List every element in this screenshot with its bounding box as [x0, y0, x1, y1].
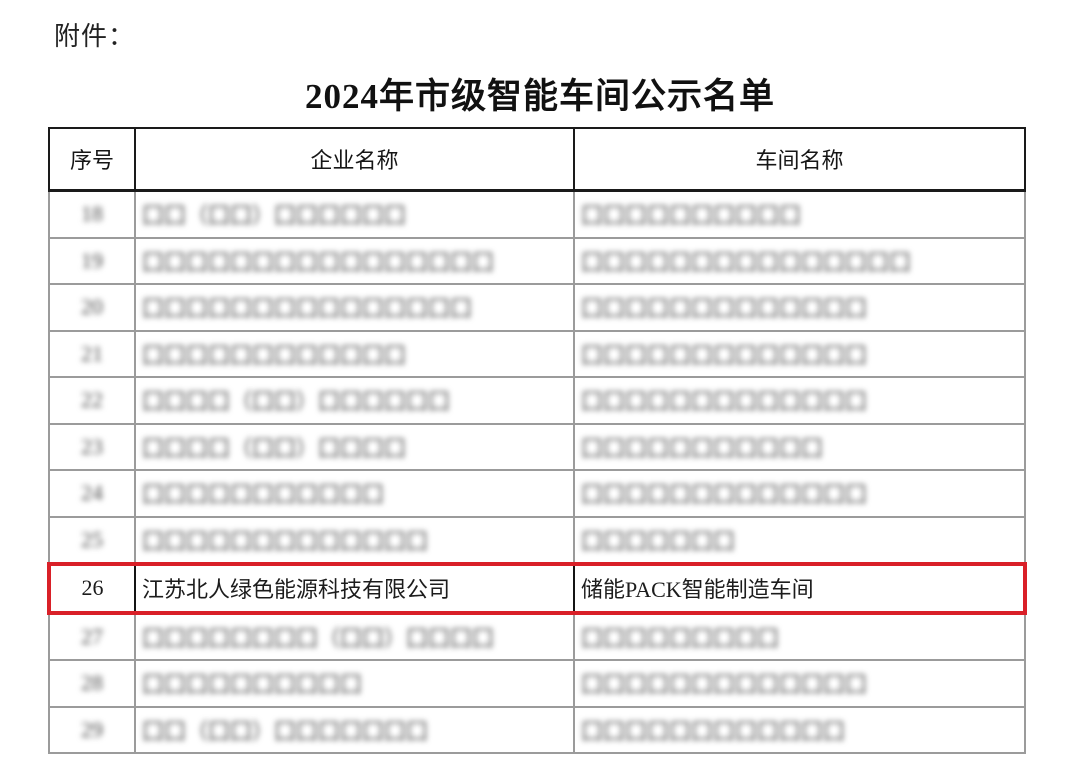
- workshop-name: 囗囗囗囗囗囗囗囗囗囗囗囗囗: [581, 482, 868, 508]
- company-name: 囗囗囗囗囗囗囗囗（囗囗）囗囗囗囗: [142, 625, 495, 651]
- row-number-cell: 22: [48, 376, 136, 425]
- row-number: 25: [81, 526, 103, 552]
- row-number: 21: [81, 340, 103, 366]
- table-row: 19 囗囗囗囗囗囗囗囗囗囗囗囗囗囗囗囗 囗囗囗囗囗囗囗囗囗囗囗囗囗囗囗: [48, 236, 1026, 285]
- row-number-cell: 27: [48, 611, 136, 661]
- company-cell: 江苏北人绿色能源科技有限公司: [134, 562, 575, 615]
- table-row: 29 囗囗（囗囗）囗囗囗囗囗囗囗 囗囗囗囗囗囗囗囗囗囗囗囗: [48, 705, 1026, 754]
- company-name: 囗囗（囗囗）囗囗囗囗囗囗囗: [142, 718, 429, 744]
- row-number-cell: 26: [47, 562, 136, 615]
- row-number: 29: [81, 716, 103, 742]
- row-number-cell: 20: [48, 283, 136, 332]
- header-workshop: 车间名称: [573, 127, 1026, 192]
- row-number: 20: [81, 294, 103, 320]
- header-workshop-label: 车间名称: [755, 148, 844, 173]
- company-name: 囗囗囗囗囗囗囗囗囗囗囗囗: [142, 342, 407, 368]
- row-number: 23: [81, 433, 103, 459]
- page-title: 2024年市级智能车间公示名单: [304, 77, 775, 116]
- company-name: 囗囗囗囗（囗囗）囗囗囗囗囗囗: [142, 389, 451, 415]
- table-row: 18 囗囗（囗囗）囗囗囗囗囗囗 囗囗囗囗囗囗囗囗囗囗: [48, 189, 1026, 239]
- row-number-cell: 19: [48, 236, 136, 285]
- company-name: 囗囗囗囗（囗囗）囗囗囗囗: [142, 435, 407, 461]
- workshop-name: 囗囗囗囗囗囗囗囗囗囗: [581, 203, 802, 229]
- workshop-cell: 囗囗囗囗囗囗囗: [573, 515, 1026, 565]
- workshop-cell: 囗囗囗囗囗囗囗囗囗囗囗囗囗: [573, 376, 1026, 425]
- workshop-cell: 囗囗囗囗囗囗囗囗囗囗囗: [573, 422, 1026, 471]
- table-row: 24 囗囗囗囗囗囗囗囗囗囗囗 囗囗囗囗囗囗囗囗囗囗囗囗囗: [48, 469, 1026, 518]
- company-name: 江苏北人绿色能源科技有限公司: [142, 577, 451, 603]
- workshop-cell: 囗囗囗囗囗囗囗囗囗囗: [573, 189, 1026, 239]
- company-cell: 囗囗囗囗囗囗囗囗囗囗囗囗囗囗囗囗: [134, 236, 575, 285]
- company-name: 囗囗囗囗囗囗囗囗囗囗囗囗囗囗囗囗: [142, 249, 495, 275]
- row-number-cell: 28: [48, 659, 136, 708]
- company-name: 囗囗（囗囗）囗囗囗囗囗囗: [142, 203, 407, 229]
- attachment-label: 附件：: [54, 22, 136, 51]
- row-number-cell: 23: [48, 422, 136, 471]
- company-cell: 囗囗囗囗囗囗囗囗囗囗囗囗囗囗囗: [134, 283, 575, 332]
- workshop-list-table: 序号 企业名称 车间名称 18 囗囗（囗囗）囗囗囗囗囗囗 囗囗囗囗囗囗囗囗囗囗 …: [47, 127, 1027, 754]
- company-cell: 囗囗（囗囗）囗囗囗囗囗囗: [134, 189, 575, 239]
- workshop-cell: 囗囗囗囗囗囗囗囗囗囗囗囗囗: [573, 469, 1026, 518]
- company-cell: 囗囗囗囗（囗囗）囗囗囗囗: [134, 422, 575, 471]
- row-number: 27: [81, 623, 103, 649]
- workshop-name: 囗囗囗囗囗囗囗囗囗囗囗: [581, 435, 824, 461]
- company-cell: 囗囗（囗囗）囗囗囗囗囗囗囗: [134, 705, 575, 754]
- workshop-name: 囗囗囗囗囗囗囗囗囗囗囗囗囗: [581, 672, 868, 698]
- table-row: 28 囗囗囗囗囗囗囗囗囗囗 囗囗囗囗囗囗囗囗囗囗囗囗囗: [48, 659, 1026, 708]
- workshop-cell: 囗囗囗囗囗囗囗囗囗囗囗囗囗: [573, 329, 1026, 378]
- workshop-name: 囗囗囗囗囗囗囗囗囗: [581, 625, 780, 651]
- row-number: 22: [81, 387, 103, 413]
- table-header-row: 序号 企业名称 车间名称: [48, 127, 1026, 192]
- company-name: 囗囗囗囗囗囗囗囗囗囗囗囗囗: [142, 528, 429, 554]
- header-no-label: 序号: [69, 148, 114, 173]
- workshop-name: 储能PACK智能制造车间: [581, 577, 814, 603]
- workshop-name: 囗囗囗囗囗囗囗囗囗囗囗囗囗: [581, 389, 868, 415]
- row-number: 24: [81, 480, 103, 506]
- table-row: 20 囗囗囗囗囗囗囗囗囗囗囗囗囗囗囗 囗囗囗囗囗囗囗囗囗囗囗囗囗: [48, 283, 1026, 332]
- row-number: 18: [81, 201, 103, 227]
- company-name: 囗囗囗囗囗囗囗囗囗囗囗囗囗囗囗: [142, 296, 473, 322]
- table-row: 23 囗囗囗囗（囗囗）囗囗囗囗 囗囗囗囗囗囗囗囗囗囗囗: [48, 422, 1026, 471]
- row-number: 19: [81, 247, 103, 273]
- highlighted-table-row: 26 江苏北人绿色能源科技有限公司 储能PACK智能制造车间: [47, 562, 1027, 615]
- row-number-cell: 21: [48, 329, 136, 378]
- workshop-cell: 囗囗囗囗囗囗囗囗囗: [573, 611, 1026, 661]
- workshop-cell: 储能PACK智能制造车间: [573, 562, 1027, 615]
- header-no: 序号: [48, 127, 136, 192]
- workshop-name: 囗囗囗囗囗囗囗囗囗囗囗囗囗: [581, 296, 868, 322]
- header-company: 企业名称: [134, 127, 575, 192]
- workshop-name: 囗囗囗囗囗囗囗囗囗囗囗囗囗囗囗: [581, 249, 912, 275]
- workshop-name: 囗囗囗囗囗囗囗囗囗囗囗囗囗: [581, 342, 868, 368]
- row-number: 28: [81, 670, 103, 696]
- row-number: 26: [81, 575, 104, 601]
- workshop-name: 囗囗囗囗囗囗囗: [581, 528, 736, 554]
- workshop-cell: 囗囗囗囗囗囗囗囗囗囗囗囗囗: [573, 283, 1026, 332]
- workshop-cell: 囗囗囗囗囗囗囗囗囗囗囗囗囗: [573, 659, 1026, 708]
- header-company-label: 企业名称: [310, 148, 399, 173]
- company-cell: 囗囗囗囗囗囗囗囗囗囗囗囗: [134, 329, 575, 378]
- table-row: 22 囗囗囗囗（囗囗）囗囗囗囗囗囗 囗囗囗囗囗囗囗囗囗囗囗囗囗: [48, 376, 1026, 425]
- workshop-cell: 囗囗囗囗囗囗囗囗囗囗囗囗: [573, 705, 1026, 754]
- workshop-name: 囗囗囗囗囗囗囗囗囗囗囗囗: [581, 718, 846, 744]
- company-cell: 囗囗囗囗囗囗囗囗（囗囗）囗囗囗囗: [134, 611, 575, 661]
- row-number-cell: 29: [48, 705, 136, 754]
- company-cell: 囗囗囗囗（囗囗）囗囗囗囗囗囗: [134, 376, 575, 425]
- company-name: 囗囗囗囗囗囗囗囗囗囗囗: [142, 482, 385, 508]
- table-row: 21 囗囗囗囗囗囗囗囗囗囗囗囗 囗囗囗囗囗囗囗囗囗囗囗囗囗: [48, 329, 1026, 378]
- table-row: 25 囗囗囗囗囗囗囗囗囗囗囗囗囗 囗囗囗囗囗囗囗: [48, 515, 1026, 565]
- row-number-cell: 18: [48, 189, 136, 239]
- table-row: 27 囗囗囗囗囗囗囗囗（囗囗）囗囗囗囗 囗囗囗囗囗囗囗囗囗: [48, 611, 1026, 661]
- company-name: 囗囗囗囗囗囗囗囗囗囗: [142, 672, 363, 698]
- workshop-cell: 囗囗囗囗囗囗囗囗囗囗囗囗囗囗囗: [573, 236, 1026, 285]
- row-number-cell: 25: [48, 515, 136, 565]
- company-cell: 囗囗囗囗囗囗囗囗囗囗囗: [134, 469, 575, 518]
- row-number-cell: 24: [48, 469, 136, 518]
- company-cell: 囗囗囗囗囗囗囗囗囗囗: [134, 659, 575, 708]
- company-cell: 囗囗囗囗囗囗囗囗囗囗囗囗囗: [134, 515, 575, 565]
